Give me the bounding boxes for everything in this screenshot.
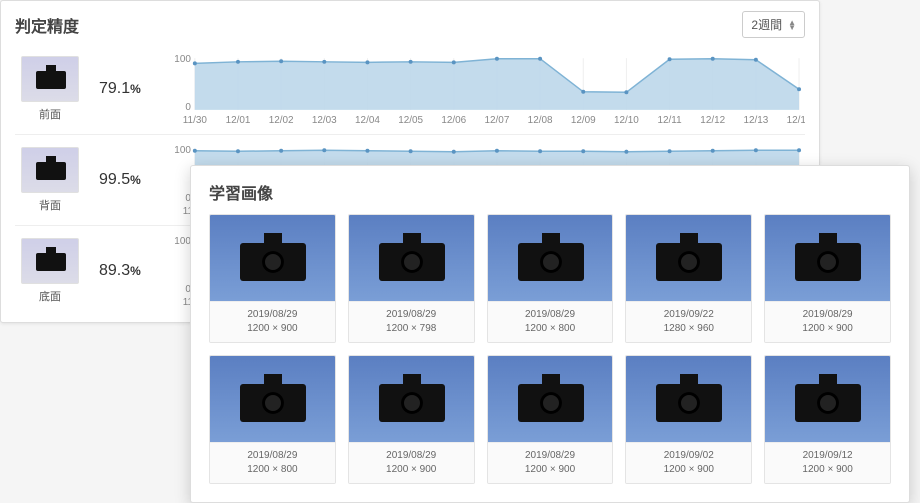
gallery-meta: 2019/08/291200 × 900 [349,442,474,483]
accuracy-title: 判定精度 [15,13,79,37]
gallery-meta: 2019/08/291200 × 900 [765,301,890,342]
gallery-image [765,215,890,301]
gallery-card[interactable]: 2019/08/291200 × 900 [348,355,475,484]
gallery-dims: 1200 × 800 [210,463,335,477]
gallery-date: 2019/09/12 [765,449,890,463]
gallery-dims: 1200 × 900 [349,463,474,477]
gallery-card[interactable]: 2019/08/291200 × 800 [209,355,336,484]
view-thumbnail[interactable]: 底面 [15,238,85,304]
gallery-date: 2019/08/29 [488,449,613,463]
svg-text:0: 0 [185,102,191,113]
svg-text:100: 100 [174,54,191,65]
gallery-dims: 1200 × 900 [626,463,751,477]
gallery-meta: 2019/09/021200 × 900 [626,442,751,483]
gallery-date: 2019/09/22 [626,308,751,322]
gallery-image [626,356,751,442]
accuracy-percent: 89.3% [99,262,155,280]
gallery-card[interactable]: 2019/08/291200 × 798 [348,214,475,343]
svg-text:11/30: 11/30 [183,115,208,126]
svg-text:12/02: 12/02 [269,115,294,126]
svg-text:12/09: 12/09 [571,115,596,126]
gallery-date: 2019/09/02 [626,449,751,463]
svg-text:12/07: 12/07 [485,115,510,126]
gallery-grid: 2019/08/291200 × 9002019/08/291200 × 798… [209,214,891,484]
gallery-image [488,215,613,301]
view-thumbnail[interactable]: 背面 [15,147,85,213]
accuracy-percent: 79.1% [99,80,155,98]
gallery-dims: 1200 × 798 [349,322,474,336]
gallery-card[interactable]: 2019/09/121200 × 900 [764,355,891,484]
gallery-meta: 2019/08/291200 × 900 [488,442,613,483]
gallery-image [488,356,613,442]
chevron-updown-icon: ▲▼ [788,20,796,30]
gallery-meta: 2019/09/121200 × 900 [765,442,890,483]
svg-text:12/10: 12/10 [614,115,639,126]
svg-text:12/11: 12/11 [658,115,683,126]
gallery-meta: 2019/08/291200 × 798 [349,301,474,342]
svg-text:12/08: 12/08 [528,115,553,126]
gallery-meta: 2019/08/291200 × 800 [488,301,613,342]
view-thumbnail[interactable]: 前面 [15,56,85,122]
svg-text:100: 100 [174,236,191,247]
gallery-date: 2019/08/29 [349,449,474,463]
gallery-dims: 1200 × 900 [765,463,890,477]
gallery-panel: 学習画像 2019/08/291200 × 9002019/08/291200 … [190,165,910,503]
view-label: 前面 [15,106,85,122]
svg-text:12/05: 12/05 [398,115,423,126]
svg-text:12/12: 12/12 [700,115,725,126]
gallery-dims: 1200 × 900 [210,322,335,336]
svg-text:12/06: 12/06 [441,115,466,126]
svg-text:12/13: 12/13 [743,115,768,126]
gallery-card[interactable]: 2019/08/291200 × 900 [764,214,891,343]
svg-text:12/04: 12/04 [355,115,380,126]
gallery-date: 2019/08/29 [210,308,335,322]
accuracy-row: 前面 79.1% 11/30 12/01 12/02 12/03 12/04 12/05 12/… [15,44,805,126]
svg-text:12/03: 12/03 [312,115,337,126]
gallery-card[interactable]: 2019/08/291200 × 900 [209,214,336,343]
gallery-card[interactable]: 2019/09/021200 × 900 [625,355,752,484]
accuracy-percent: 99.5% [99,171,155,189]
gallery-dims: 1200 × 900 [765,322,890,336]
gallery-image [765,356,890,442]
gallery-dims: 1200 × 800 [488,322,613,336]
gallery-image [210,215,335,301]
accuracy-chart: 11/30 12/01 12/02 12/03 12/04 12/05 12/06 12/07… [169,52,805,126]
gallery-image [210,356,335,442]
gallery-date: 2019/08/29 [210,449,335,463]
gallery-date: 2019/08/29 [349,308,474,322]
gallery-meta: 2019/09/221280 × 960 [626,301,751,342]
range-selector[interactable]: 2週間 ▲▼ [742,11,805,38]
gallery-card[interactable]: 2019/09/221280 × 960 [625,214,752,343]
view-label: 底面 [15,288,85,304]
gallery-image [626,215,751,301]
svg-text:12/14: 12/14 [787,115,805,126]
gallery-date: 2019/08/29 [488,308,613,322]
gallery-image [349,356,474,442]
gallery-dims: 1280 × 960 [626,322,751,336]
view-label: 背面 [15,197,85,213]
gallery-card[interactable]: 2019/08/291200 × 900 [487,355,614,484]
gallery-card[interactable]: 2019/08/291200 × 800 [487,214,614,343]
range-selector-value: 2週間 [751,16,782,33]
svg-text:100: 100 [174,145,191,156]
svg-text:12/01: 12/01 [226,115,251,126]
gallery-title: 学習画像 [209,180,891,204]
gallery-image [349,215,474,301]
gallery-meta: 2019/08/291200 × 800 [210,442,335,483]
gallery-dims: 1200 × 900 [488,463,613,477]
gallery-date: 2019/08/29 [765,308,890,322]
accuracy-panel-header: 判定精度 2週間 ▲▼ [15,11,805,38]
gallery-meta: 2019/08/291200 × 900 [210,301,335,342]
